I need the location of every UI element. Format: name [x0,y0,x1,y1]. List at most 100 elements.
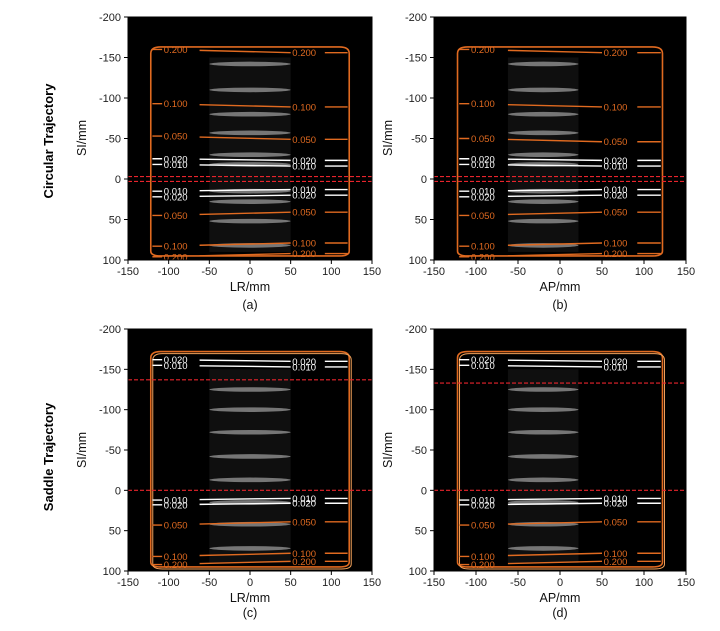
contour-line [459,163,661,167]
contour-line [152,560,348,566]
contour-line [152,552,348,558]
contour-label-right: 0.100 [604,238,628,249]
contour-label-right: 0.020 [292,191,316,202]
contour-line [459,242,661,247]
x-tick-label: 50 [596,266,608,278]
y-tick-label: 100 [409,255,427,267]
y-tick-label: -50 [411,445,427,457]
contour-boundary [149,350,351,568]
phantom-disc [209,199,291,204]
x-tick-label: -100 [465,577,487,589]
contour-line [459,211,661,217]
contour-label-left: 0.200 [164,45,188,56]
x-tick-label: 0 [247,266,253,278]
contour-label-right: 0.200 [604,249,628,260]
x-tick-label: 0 [557,266,563,278]
y-tick-label: -100 [405,93,427,105]
contour-label-right: 0.020 [292,499,316,510]
contour-label-left: 0.200 [164,560,188,571]
contour-label-right: 0.010 [292,162,316,173]
phantom-disc [209,387,291,392]
contour-label-right: 0.200 [292,249,316,260]
phantom-disc [209,87,291,93]
x-tick-label: -150 [423,266,445,278]
contour-label-right: 0.100 [292,238,316,249]
y-tick-label: -150 [99,364,121,376]
contour-line [459,560,661,566]
contour-label-right: 0.200 [604,48,628,59]
contour-label-right: 0.200 [292,48,316,59]
contour-line [152,194,348,198]
phantom-column [507,369,579,563]
x-tick-label: 50 [285,577,297,589]
contour-label-right: 0.050 [292,135,316,146]
phantom-disc [507,111,579,117]
contour-label-right: 0.200 [292,557,316,568]
x-tick-label: 50 [596,577,608,589]
panel-caption: (c) [243,606,258,620]
y-tick-label: -50 [105,134,121,146]
contour-label-right: 0.020 [604,156,628,167]
x-tick-label: 150 [677,577,695,589]
contour-label-right: 0.010 [292,494,316,505]
contour-line [459,158,661,162]
contour-line [152,158,348,162]
y-axis-label: SI/mm [381,432,395,468]
y-tick-label: -50 [105,445,121,457]
contour-label-right: 0.020 [604,191,628,202]
contour-line [459,102,661,108]
contour-label-left: 0.050 [471,134,495,145]
contour-line [459,364,661,368]
phantom-disc [507,454,579,459]
contour-label-left: 0.010 [471,160,495,171]
contour-line [152,497,348,501]
contour-boundary-inner [152,353,352,570]
x-axis-label: LR/mm [230,591,270,605]
contour-label-left: 0.010 [164,160,188,171]
contour-label-right: 0.050 [292,208,316,219]
contour-label-left: 0.050 [471,211,495,222]
contour-label-right: 0.020 [292,357,316,368]
phantom-disc [209,111,291,117]
y-tick-label: -200 [99,324,121,336]
x-axis-label: AP/mm [540,591,581,605]
y-tick-label: 0 [421,174,427,186]
y-tick-label: -50 [411,134,427,146]
phantom-disc [209,546,291,551]
x-tick-label: -50 [510,266,526,278]
x-tick-label: -100 [465,266,487,278]
contour-line [152,163,348,167]
contour-label-left: 0.020 [164,192,188,203]
y-axis-label: SI/mm [75,120,89,156]
phantom-disc [209,152,291,157]
contour-line [152,48,348,54]
panel-caption: (b) [552,298,567,312]
contour-label-left: 0.010 [471,361,495,372]
contour-label-right: 0.020 [604,499,628,510]
contour-label-right: 0.010 [604,162,628,173]
contour-line [152,211,348,217]
x-tick-label: 150 [363,577,381,589]
contour-line [459,521,661,526]
x-tick-label: -100 [158,266,180,278]
x-tick-label: 100 [322,577,340,589]
y-tick-label: -100 [405,405,427,417]
contour-boundary [456,350,664,568]
panel-caption: (d) [552,606,567,620]
phantom-disc [507,477,579,483]
x-tick-label: 100 [635,577,653,589]
contour-line [459,358,661,362]
y-tick-label: -100 [99,405,121,417]
x-tick-label: -150 [117,266,139,278]
contour-label-left: 0.010 [471,496,495,507]
contour-line [152,188,348,192]
y-tick-label: 100 [103,566,121,578]
phantom-disc [209,218,291,224]
x-tick-label: 50 [285,266,297,278]
y-axis-label: SI/mm [381,120,395,156]
x-tick-label: -100 [158,577,180,589]
y-tick-label: 50 [109,526,121,538]
contour-line [459,48,661,54]
contour-label-right: 0.100 [604,102,628,113]
